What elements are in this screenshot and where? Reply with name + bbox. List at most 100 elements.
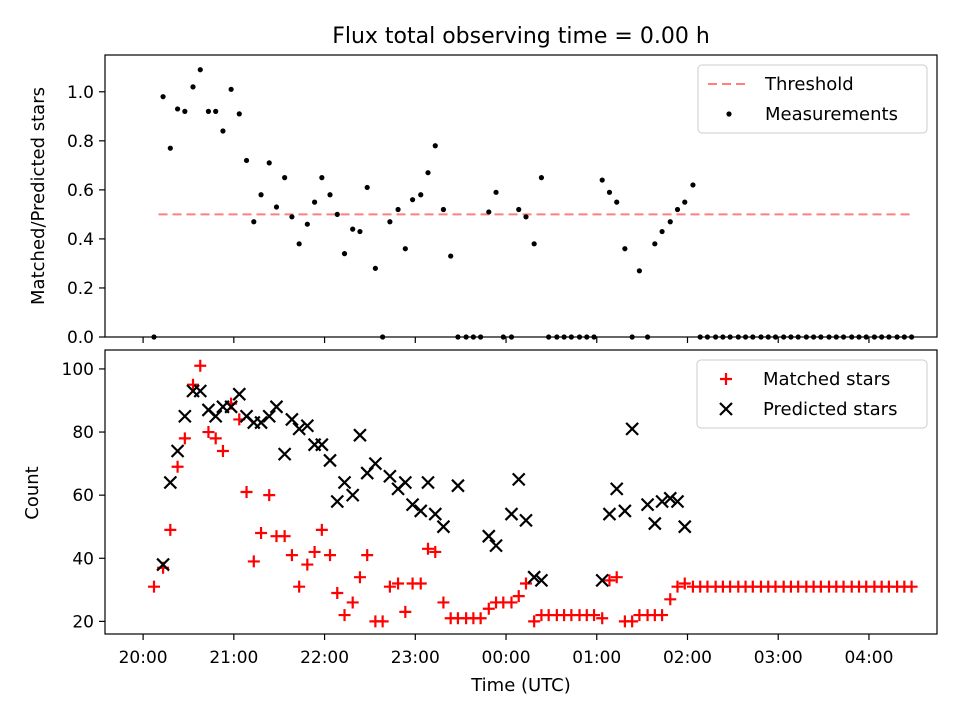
predicted-star-point (625, 422, 639, 436)
measurement-point (311, 199, 318, 205)
measurement-point (266, 160, 272, 166)
predicted-star-point (648, 516, 662, 531)
predicted-star-point (398, 475, 413, 490)
measurement-point (174, 106, 181, 112)
measurement-point (395, 206, 401, 213)
matched-star-point (353, 571, 366, 584)
matched-star-point (240, 486, 253, 498)
bottom-panel: Count 20 40 60 80 100 20:00 21:00 22:00 23:00 00… (22, 349, 938, 668)
matched-star-point (331, 586, 344, 599)
predicted-star-point (330, 494, 345, 509)
measurement-point (334, 211, 340, 217)
matched-star-point (178, 432, 191, 445)
measurement-point (357, 228, 363, 235)
bottom-legend: Matched stars Predicted stars (696, 359, 928, 429)
matched-legend-label: Matched stars (763, 369, 890, 390)
measurement-point (622, 246, 628, 252)
predicted-star-point (368, 456, 383, 471)
predicted-star-point (663, 491, 678, 506)
x-tick-label: 21:00 (209, 648, 258, 668)
y-tick-label: 40 (72, 549, 94, 569)
bottom-plot-frame (104, 349, 938, 635)
matched-star-point (588, 609, 601, 622)
measurement-point (516, 206, 522, 213)
predicted-star-point (292, 422, 306, 436)
predicted-star-point (677, 519, 692, 534)
threshold-legend-label: Threshold (764, 74, 854, 95)
x-tick-label: 01:00 (572, 648, 621, 668)
matched-star-point (519, 577, 532, 590)
matched-star-point (285, 549, 298, 562)
y-tick-label: 20 (72, 612, 94, 632)
matched-star-point (376, 615, 389, 628)
measurement-point (636, 268, 643, 274)
top-ylabel: Matched/Predicted stars (28, 87, 49, 305)
measurement-point (327, 192, 333, 198)
measurement-point (432, 143, 438, 149)
measurement-point (220, 128, 226, 134)
matched-star-point (278, 530, 291, 543)
measurement-point (659, 228, 665, 235)
matched-star-point (505, 596, 518, 609)
y-tick-label: 0.8 (67, 132, 94, 152)
matched-star-point (164, 523, 177, 536)
measurement-point (372, 265, 378, 271)
bottom-yticks: 20 40 60 80 100 (62, 360, 105, 632)
matched-star-point (596, 612, 609, 625)
matched-star-point (512, 590, 525, 603)
x-tick-label: 03:00 (754, 648, 803, 668)
predicted-star-point (670, 494, 685, 509)
measurement-point (652, 241, 658, 247)
predicted-star-point (193, 384, 208, 398)
predicted-star-point (315, 437, 329, 452)
matched-star-point (216, 444, 229, 457)
matched-star-point (603, 574, 616, 587)
predicted-star-point (421, 475, 435, 490)
measurement-point (205, 108, 212, 114)
matched-legend-swatch (720, 373, 732, 385)
measurement-point (440, 206, 447, 213)
predicted-star-points (156, 384, 692, 588)
y-tick-label: 100 (62, 360, 94, 380)
predicted-star-point (208, 409, 223, 424)
y-tick-label: 60 (72, 486, 94, 506)
predicted-star-point (178, 409, 192, 424)
matched-star-point (414, 577, 427, 590)
x-tick-label: 04:00 (844, 648, 893, 668)
matched-star-point (429, 545, 442, 558)
measurement-point (251, 219, 257, 225)
matched-star-point (905, 580, 918, 593)
matched-star-point (671, 580, 684, 593)
predicted-star-point (504, 507, 519, 521)
measurement-point (197, 67, 203, 73)
measurement-point (304, 221, 310, 227)
matched-star-point (610, 571, 623, 584)
top-plot-frame (104, 54, 938, 338)
measurement-point (614, 199, 620, 205)
measurement-point (289, 214, 295, 220)
matched-star-point (187, 378, 200, 391)
measurement-point (538, 175, 545, 181)
matched-star-point (209, 432, 222, 445)
predicted-star-point (254, 415, 268, 430)
predicted-star-point (232, 387, 247, 401)
measurement-point (667, 219, 673, 225)
measurement-point (486, 209, 492, 215)
measurement-point (531, 241, 537, 247)
predicted-star-point (163, 475, 178, 490)
measurement-point (282, 175, 288, 181)
predicted-star-point (602, 507, 617, 521)
x-tick-label: 00:00 (482, 648, 531, 668)
predicted-star-point (527, 570, 541, 584)
measurement-point (182, 108, 188, 114)
matched-star-point (147, 580, 160, 593)
matched-star-point (308, 545, 321, 558)
measurement-point (341, 251, 348, 257)
matched-star-point (324, 549, 337, 562)
measurement-point (236, 111, 242, 117)
top-panel: Matched/Predicted stars 0.0 0.2 0.4 0.6 0.8 1… (28, 54, 938, 348)
predicted-star-point (156, 557, 170, 572)
bottom-ylabel: Count (22, 466, 43, 519)
predicted-star-point (489, 538, 503, 553)
